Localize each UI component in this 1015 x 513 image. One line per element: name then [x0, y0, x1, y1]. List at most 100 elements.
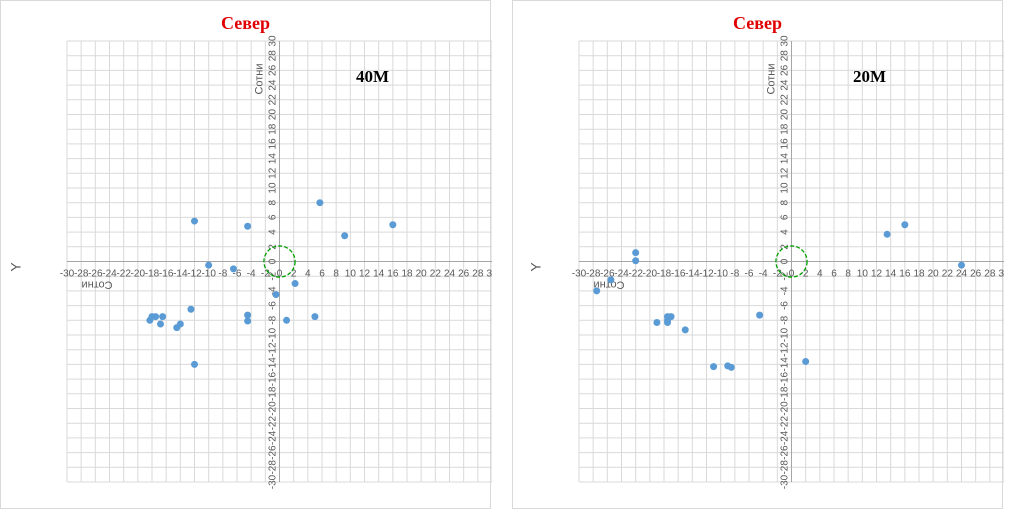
y-axis-title: Сотни: [766, 63, 778, 94]
x-tick-label: 8: [333, 269, 339, 280]
outer-y-axis-label: Y: [527, 262, 544, 272]
y-tick-label: 24: [268, 79, 279, 91]
data-point: [389, 221, 397, 229]
x-tick-label: -10: [201, 269, 216, 280]
data-point: [883, 230, 891, 238]
x-tick-label: -22: [628, 269, 643, 280]
x-tick-label: 6: [831, 269, 837, 280]
data-point: [191, 217, 198, 225]
data-point: [159, 313, 167, 321]
y-tick-label: 8: [268, 199, 279, 205]
y-tick-label: 6: [268, 214, 279, 220]
x-tick-label: 16: [387, 269, 399, 280]
y-tick-label: -20: [780, 401, 791, 416]
y-tick-label: 10: [268, 182, 279, 194]
x-tick-label: -26: [88, 269, 103, 280]
chart-panel-40m: -30 -28 -26 -24 -22 -20 -18 -16 -14 -12 -10 -8 -6 -4-…: [0, 0, 492, 509]
y-tick-label: 20: [268, 109, 279, 121]
x-tick-label: 0: [789, 269, 795, 280]
y-tick-label: -10: [780, 327, 791, 342]
y-tick-label: -22: [780, 416, 791, 431]
y-tick-label: 12: [780, 167, 791, 179]
data-point: [664, 319, 672, 327]
x-tick-label: -24: [614, 269, 629, 280]
x-tick-label: -6: [745, 269, 754, 280]
y-tick-label: 16: [268, 138, 279, 150]
x-tick-label: -30: [60, 269, 75, 280]
x-tick-label: 0: [277, 269, 283, 280]
y-tick-label: -30: [780, 474, 791, 489]
x-tick-label: -12: [699, 269, 714, 280]
y-tick-label: 4: [268, 229, 279, 235]
chart-title: Север: [733, 13, 782, 33]
x-tick-label: -14: [685, 269, 700, 280]
x-tick-label: 18: [913, 269, 925, 280]
y-tick-label: -4: [268, 286, 279, 295]
y-tick-label: 22: [268, 94, 279, 106]
y-tick-label: 8: [780, 199, 791, 205]
data-point: [593, 287, 601, 295]
data-point: [244, 311, 252, 319]
y-tick-label: 6: [780, 214, 791, 220]
y-tick-label: 0: [780, 258, 791, 264]
x-tick-label: 10: [857, 269, 869, 280]
y-tick-label: 26: [780, 64, 791, 76]
y-tick-label: -18: [780, 386, 791, 401]
data-point: [146, 316, 154, 324]
x-tick-label: 12: [871, 269, 883, 280]
y-tick-label: -12: [780, 342, 791, 357]
data-point: [191, 360, 198, 368]
x-tick-label: -8: [218, 269, 227, 280]
x-axis-title: Сотни: [81, 279, 112, 291]
x-tick-label: 22: [942, 269, 954, 280]
x-tick-label: 26: [458, 269, 470, 280]
x-tick-label: 4: [305, 269, 311, 280]
x-tick-label: -30: [572, 269, 587, 280]
chart-label-40m: 40M: [356, 67, 390, 86]
data-point: [681, 326, 689, 334]
chart-title: Север: [221, 13, 270, 33]
x-tick-label: 24: [444, 269, 456, 280]
y-tick-label: -18: [268, 386, 279, 401]
scatter-plot-20m: -30 -28 -26 -24 -22 -20 -18 -16 -14 -12 -10 -8 -6 -4-…: [572, 35, 1004, 489]
x-tick-label: -22: [116, 269, 131, 280]
data-point: [756, 311, 764, 319]
y-tick-label: 0: [268, 258, 279, 264]
data-point: [229, 265, 237, 273]
x-tick-label: 28: [472, 269, 484, 280]
x-tick-label: 22: [430, 269, 442, 280]
y-tick-label: -4: [780, 286, 791, 295]
y-tick-label: 24: [780, 79, 791, 91]
x-tick-label: -4: [759, 269, 768, 280]
data-point: [710, 363, 718, 371]
target-circle: [263, 245, 296, 278]
x-tick-label: 26: [970, 269, 982, 280]
x-tick-label: -18: [145, 269, 160, 280]
data-point: [341, 232, 349, 240]
x-tick-label: 20: [416, 269, 428, 280]
y-tick-label: -12: [268, 342, 279, 357]
x-tick-label: -12: [187, 269, 202, 280]
x-tick-label: -14: [173, 269, 188, 280]
data-point: [173, 324, 181, 332]
data-point: [653, 319, 661, 327]
x-tick-label: 16: [899, 269, 911, 280]
x-tick-label: -8: [730, 269, 739, 280]
x-tick-label: -2: [261, 269, 270, 280]
y-tick-label: -14: [780, 357, 791, 372]
x-tick-label: -6: [233, 269, 242, 280]
x-tick-label: 18: [401, 269, 413, 280]
x-tick-label: 4: [817, 269, 823, 280]
y-tick-label: 18: [268, 123, 279, 135]
y-tick-label: -16: [780, 371, 791, 386]
x-tick-label: -26: [600, 269, 615, 280]
data-point: [244, 222, 252, 230]
x-tick-label: -20: [643, 269, 658, 280]
y-tick-label: 2: [268, 244, 279, 250]
x-tick-label: 20: [928, 269, 940, 280]
scatter-plot-40m: -30 -28 -26 -24 -22 -20 -18 -16 -14 -12 -10 -8 -6 -4-…: [60, 35, 492, 489]
data-point: [958, 261, 965, 269]
x-tick-label: 24: [956, 269, 968, 280]
x-tick-label: -28: [74, 269, 89, 280]
chart-label-20m: 20M: [853, 67, 887, 86]
